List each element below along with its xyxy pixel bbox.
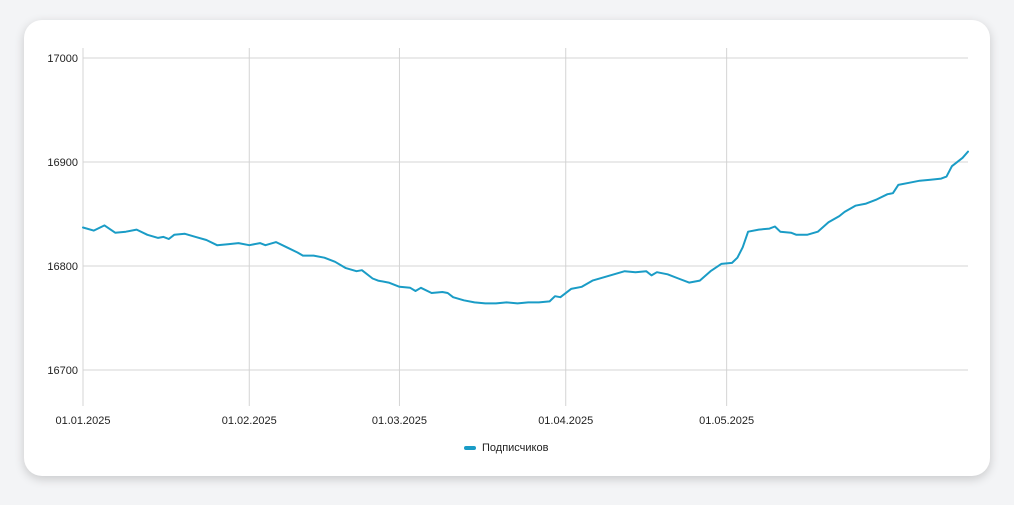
y-tick-label: 16800: [47, 261, 78, 273]
y-tick-label: 16700: [47, 365, 78, 377]
legend-label: Подписчиков: [482, 442, 549, 454]
legend[interactable]: Подписчиков: [464, 442, 548, 454]
y-tick-label: 16900: [47, 157, 78, 169]
y-tick-label: 17000: [47, 53, 78, 65]
series-line-subscribers: [82, 150, 969, 305]
legend-swatch: [464, 446, 476, 450]
x-tick-label: 01.02.2025: [222, 415, 277, 427]
x-tick-label: 01.05.2025: [699, 415, 754, 427]
x-tick-label: 01.01.2025: [55, 415, 110, 427]
x-tick-label: 01.03.2025: [372, 415, 427, 427]
x-tick-label: 01.04.2025: [538, 415, 593, 427]
chart-card: [24, 20, 990, 476]
